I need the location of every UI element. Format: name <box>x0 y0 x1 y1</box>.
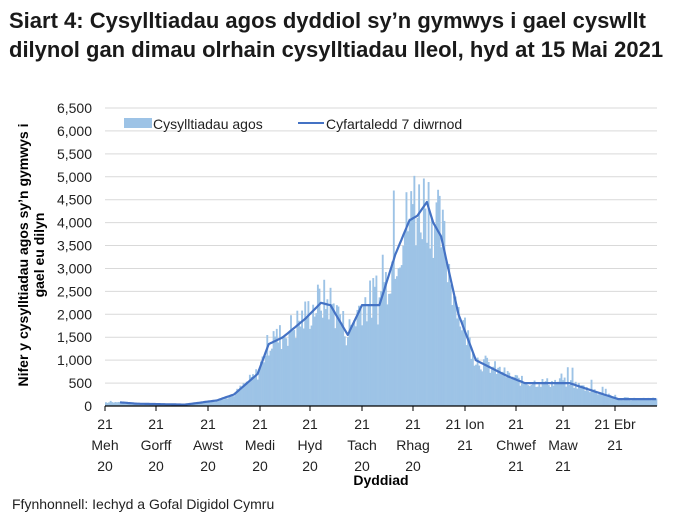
gridlines <box>105 107 657 384</box>
bars-series <box>105 175 658 406</box>
x-tick-label: 20 <box>200 458 216 474</box>
x-tick-label: 21 <box>607 437 623 453</box>
x-tick-label: 21 <box>252 416 268 432</box>
y-tick-label: 3,000 <box>57 260 92 276</box>
x-tick-label: 20 <box>405 458 421 474</box>
x-tick-label: Rhag <box>396 437 429 453</box>
legend-bar-swatch <box>124 118 152 128</box>
x-tick-label: 21 <box>354 416 370 432</box>
y-tick-label: 5,500 <box>57 146 92 162</box>
y-tick-label: 6,500 <box>57 100 92 116</box>
x-axis-ticks: 21 Meh 20 21 Gorff 20 21 Awst 20 21 Medi 20 21 Hyd 20 2… <box>91 406 636 474</box>
y-axis-label-line1: Nifer y cysylltiadau agos sy’n gymwys i <box>15 124 31 387</box>
source-note: Ffynhonnell: Iechyd a Gofal Digidol Cymr… <box>12 496 275 512</box>
x-tick-label: 21 <box>508 416 524 432</box>
y-tick-label: 4,500 <box>57 192 92 208</box>
y-tick-label: 2,500 <box>57 283 92 299</box>
x-tick-label: Gorff <box>141 437 172 453</box>
legend: Cysylltiadau agos Cyfartaledd 7 diwrnod <box>124 116 462 132</box>
y-tick-label: 1,500 <box>57 329 92 345</box>
legend-bars-label: Cysylltiadau agos <box>153 116 263 132</box>
x-tick-label: 20 <box>252 458 268 474</box>
legend-line-label: Cyfartaledd 7 diwrnod <box>326 116 462 132</box>
x-tick-label: 21 <box>405 416 421 432</box>
y-tick-label: 5,000 <box>57 169 92 185</box>
x-tick-label: Medi <box>245 437 275 453</box>
x-axis-label: Dyddiad <box>353 472 408 488</box>
x-tick-label: 21 Ion <box>446 416 485 432</box>
moving-average-line <box>119 200 657 406</box>
y-tick-label: 500 <box>69 375 93 391</box>
x-tick-label: Hyd <box>298 437 323 453</box>
x-tick-label: 20 <box>97 458 113 474</box>
x-tick-label: 20 <box>302 458 318 474</box>
x-tick-label: 21 <box>302 416 318 432</box>
y-tick-label: 0 <box>84 398 92 414</box>
x-tick-label: 21 <box>555 416 571 432</box>
x-tick-label: 20 <box>354 458 370 474</box>
x-tick-label: 21 <box>457 437 473 453</box>
x-tick-label: Tach <box>347 437 377 453</box>
y-axis-label-line2: gael eu dilyn <box>31 213 47 298</box>
x-tick-label: 21 Ebr <box>594 416 636 432</box>
x-tick-label: 21 <box>200 416 216 432</box>
y-tick-label: 4,000 <box>57 215 92 231</box>
x-tick-label: Chwef <box>496 437 536 453</box>
x-tick-label: Maw <box>548 437 578 453</box>
x-tick-label: Meh <box>91 437 118 453</box>
x-tick-label: 21 <box>555 458 571 474</box>
y-tick-label: 6,000 <box>57 123 92 139</box>
x-tick-label: 21 <box>508 458 524 474</box>
x-tick-label: Awst <box>193 437 223 453</box>
y-tick-label: 1,000 <box>57 352 92 368</box>
x-tick-label: 21 <box>97 416 113 432</box>
y-tick-label: 3,500 <box>57 238 92 254</box>
x-tick-label: 21 <box>148 416 164 432</box>
chart-title: Siart 4: Cysylltiadau agos dyddiol sy’n … <box>9 8 664 62</box>
y-tick-label: 2,000 <box>57 306 92 322</box>
x-tick-label: 20 <box>148 458 164 474</box>
y-axis-ticks: 0 500 1,000 1,500 2,000 2,500 3,000 3,500 4,000 4… <box>57 100 92 414</box>
y-axis-label: Nifer y cysylltiadau agos sy’n gymwys i … <box>15 124 47 387</box>
